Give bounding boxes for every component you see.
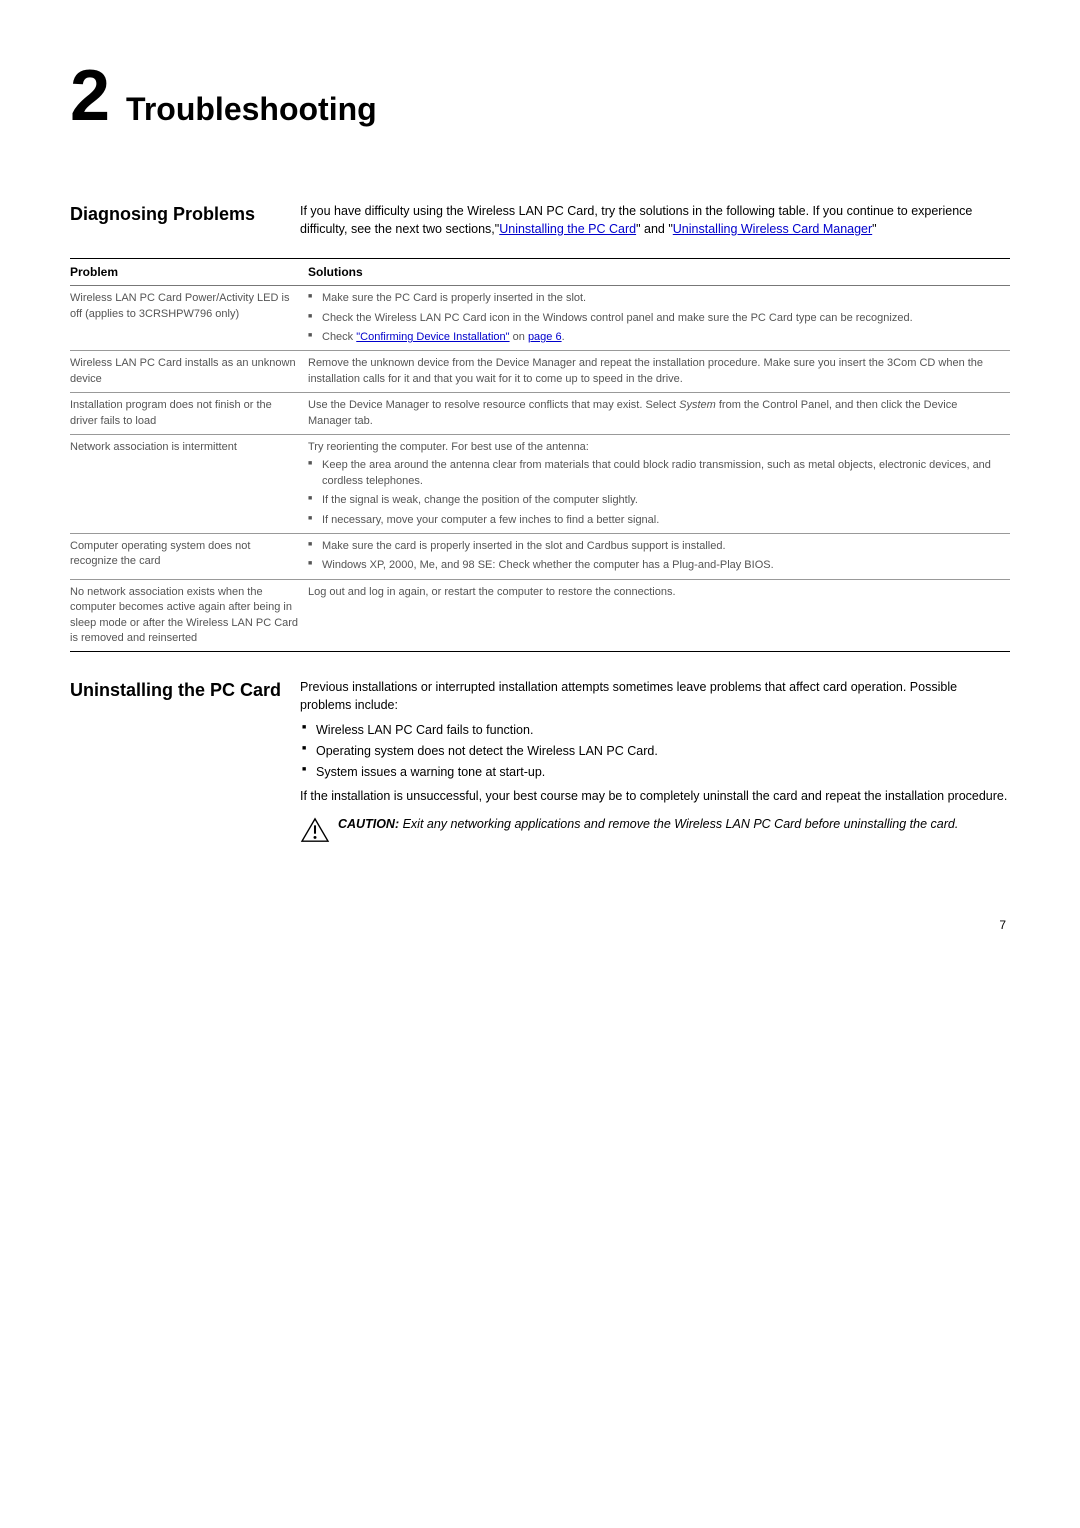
table-header-row: Problem Solutions: [70, 259, 1010, 286]
link-uninstall-wcm[interactable]: Uninstalling Wireless Card Manager: [673, 222, 872, 236]
cell-solutions: Use the Device Manager to resolve resour…: [308, 393, 1010, 435]
caution-block: CAUTION: Exit any networking application…: [300, 815, 1010, 848]
cell-problem: No network association exists when the c…: [70, 579, 308, 652]
table-row: Computer operating system does not recog…: [70, 533, 1010, 579]
sol-pretext: Try reorienting the computer. For best u…: [308, 440, 1002, 455]
uninstall-p2: If the installation is unsuccessful, you…: [300, 787, 1010, 805]
diag-intro-mid: " and ": [636, 222, 673, 236]
solution-item: Windows XP, 2000, Me, and 98 SE: Check w…: [308, 558, 1002, 573]
link-confirm-install[interactable]: "Confirming Device Installation": [356, 331, 509, 343]
uninstall-list: Wireless LAN PC Card fails to function. …: [300, 721, 1010, 781]
sol-post: .: [562, 331, 565, 343]
troubleshooting-table: Problem Solutions Wireless LAN PC Card P…: [70, 258, 1010, 652]
caution-label: CAUTION:: [338, 817, 399, 831]
diag-intro: If you have difficulty using the Wireles…: [300, 202, 1010, 238]
cell-solutions: Make sure the PC Card is properly insert…: [308, 286, 1010, 351]
table-row: Wireless LAN PC Card Power/Activity LED …: [70, 286, 1010, 351]
cell-solutions: Log out and log in again, or restart the…: [308, 579, 1010, 652]
th-solutions: Solutions: [308, 259, 1010, 286]
diag-intro-end: ": [872, 222, 876, 236]
chapter-number: 2: [70, 60, 108, 132]
link-uninstall-pc-card[interactable]: Uninstalling the PC Card: [499, 222, 636, 236]
uninstall-p1: Previous installations or interrupted in…: [300, 678, 1010, 714]
link-page6[interactable]: page 6: [528, 331, 562, 343]
caution-icon: [300, 817, 332, 848]
solution-item: Check "Confirming Device Installation" o…: [308, 330, 1002, 345]
sol-plain-em: System: [679, 399, 716, 411]
chapter-title: Troubleshooting: [126, 91, 377, 128]
page-number: 7: [70, 918, 1010, 932]
section-heading-uninstall: Uninstalling the PC Card: [70, 678, 300, 701]
sol-mid: on: [510, 331, 528, 343]
solution-item: If the signal is weak, change the positi…: [308, 493, 1002, 508]
cell-solutions: Remove the unknown device from the Devic…: [308, 351, 1010, 393]
sol-pre: Check: [322, 331, 356, 343]
section-diagnosing: Diagnosing Problems If you have difficul…: [70, 202, 1010, 244]
table-row: Network association is intermittent Try …: [70, 434, 1010, 533]
chapter-header: 2 Troubleshooting: [70, 60, 1010, 132]
cell-problem: Wireless LAN PC Card Power/Activity LED …: [70, 286, 308, 351]
uninstall-item: Operating system does not detect the Wir…: [300, 742, 1010, 760]
section-body-uninstall: Previous installations or interrupted in…: [300, 678, 1010, 848]
table-row: Wireless LAN PC Card installs as an unkn…: [70, 351, 1010, 393]
th-problem: Problem: [70, 259, 308, 286]
solution-item: Check the Wireless LAN PC Card icon in t…: [308, 311, 1002, 326]
table-row: Installation program does not finish or …: [70, 393, 1010, 435]
sol-plain-pre: Use the Device Manager to resolve resour…: [308, 399, 679, 411]
section-body-diagnosing: If you have difficulty using the Wireles…: [300, 202, 1010, 244]
section-uninstall: Uninstalling the PC Card Previous instal…: [70, 678, 1010, 848]
solution-item: If necessary, move your computer a few i…: [308, 513, 1002, 528]
section-heading-diagnosing: Diagnosing Problems: [70, 202, 300, 225]
cell-problem: Installation program does not finish or …: [70, 393, 308, 435]
uninstall-item: System issues a warning tone at start-up…: [300, 763, 1010, 781]
uninstall-item: Wireless LAN PC Card fails to function.: [300, 721, 1010, 739]
caution-text: CAUTION: Exit any networking application…: [338, 815, 958, 833]
cell-solutions: Try reorienting the computer. For best u…: [308, 434, 1010, 533]
solution-item: Make sure the card is properly inserted …: [308, 539, 1002, 554]
solution-item: Keep the area around the antenna clear f…: [308, 458, 1002, 489]
cell-problem: Wireless LAN PC Card installs as an unkn…: [70, 351, 308, 393]
cell-problem: Network association is intermittent: [70, 434, 308, 533]
caution-body: Exit any networking applications and rem…: [399, 817, 958, 831]
cell-problem: Computer operating system does not recog…: [70, 533, 308, 579]
solution-item: Make sure the PC Card is properly insert…: [308, 291, 1002, 306]
cell-solutions: Make sure the card is properly inserted …: [308, 533, 1010, 579]
table-row: No network association exists when the c…: [70, 579, 1010, 652]
